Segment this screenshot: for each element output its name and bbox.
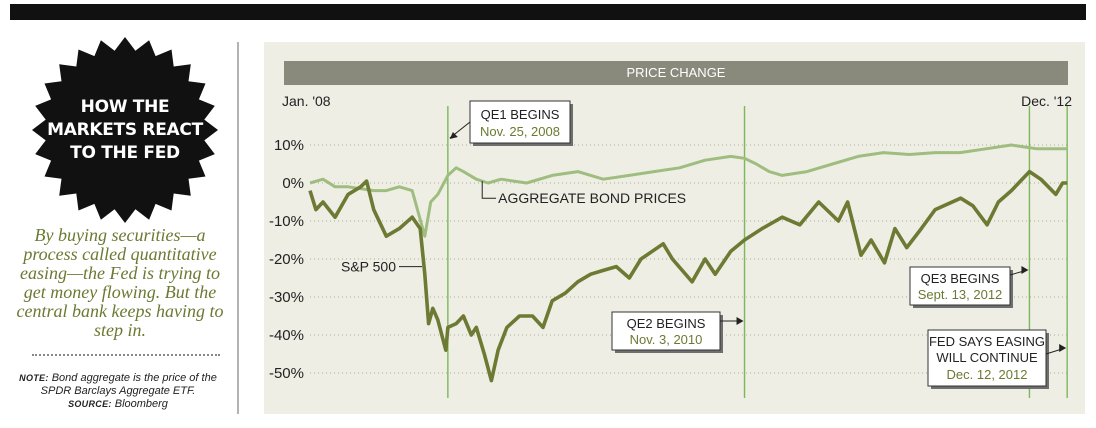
arrow-head xyxy=(449,132,458,139)
price-change-chart: Jan. '08 Dec. '12 10% 0% -10% -20% -30% -40% -50… xyxy=(269,93,1072,398)
arrow-head xyxy=(736,317,744,325)
badge-title: HOW THE MARKETS REACT TO THE FED xyxy=(30,35,220,225)
sp500-line xyxy=(308,169,1068,383)
source-text: Bloomberg xyxy=(114,398,168,410)
fed-label-line-1: FED SAYS EASING xyxy=(929,334,1045,349)
fed-date: Dec. 12, 2012 xyxy=(947,367,1028,382)
qe3-box xyxy=(909,266,1011,306)
y-tick-label: -10% xyxy=(269,213,304,230)
qe3-date: Sept. 13, 2012 xyxy=(918,287,1003,302)
bond-price-line xyxy=(309,143,1068,238)
starburst-shape xyxy=(32,37,218,223)
vertical-divider xyxy=(237,42,239,414)
y-tick-label: -20% xyxy=(269,251,304,268)
qe1-label: QE1 BEGINS xyxy=(481,107,560,122)
y-tick-label: -50% xyxy=(269,365,304,382)
source-label: SOURCE: xyxy=(68,399,112,409)
qe1-date: Nov. 25, 2008 xyxy=(480,124,560,139)
x-end-label: Dec. '12 xyxy=(1021,93,1072,109)
chart-title: PRICE CHANGE xyxy=(284,61,1068,85)
y-tick-label: 0% xyxy=(282,175,304,192)
note-label: NOTE: xyxy=(19,373,49,383)
sp500-series-label: S&P 500 xyxy=(341,259,396,275)
note-text: Bond aggregate is the price of the SPDR … xyxy=(40,372,217,397)
dotted-divider xyxy=(32,354,220,356)
fed-label-line-2: WILL CONTINUE xyxy=(936,350,1038,365)
badge-line-2: MARKETS REACT xyxy=(47,119,203,140)
x-start-label: Jan. '08 xyxy=(282,93,331,109)
lede-text: By buying securities—a process called qu… xyxy=(16,225,224,340)
fed-box xyxy=(927,329,1047,387)
notes: NOTE: Bond aggregate is the price of the… xyxy=(18,372,218,411)
bond-label-leader xyxy=(481,181,497,199)
qe2-label: QE2 BEGINS xyxy=(627,316,706,331)
qe2-date: Nov. 3, 2010 xyxy=(630,332,703,347)
qe3-label: QE3 BEGINS xyxy=(921,271,1000,286)
qe1-box xyxy=(469,100,571,144)
y-tick-label: -40% xyxy=(269,327,304,344)
title-badge: HOW THE MARKETS REACT TO THE FED xyxy=(30,35,220,225)
badge-line-3: TO THE FED xyxy=(70,142,180,163)
bond-series-label: AGGREGATE BOND PRICES xyxy=(498,190,686,206)
arrow-head xyxy=(1059,344,1067,352)
top-rule xyxy=(10,4,1086,20)
y-tick-label: -30% xyxy=(269,289,304,306)
arrow-head xyxy=(1021,266,1029,274)
qe2-box xyxy=(611,311,721,351)
y-tick-label: 10% xyxy=(274,137,304,154)
badge-line-1: HOW THE xyxy=(80,96,170,117)
